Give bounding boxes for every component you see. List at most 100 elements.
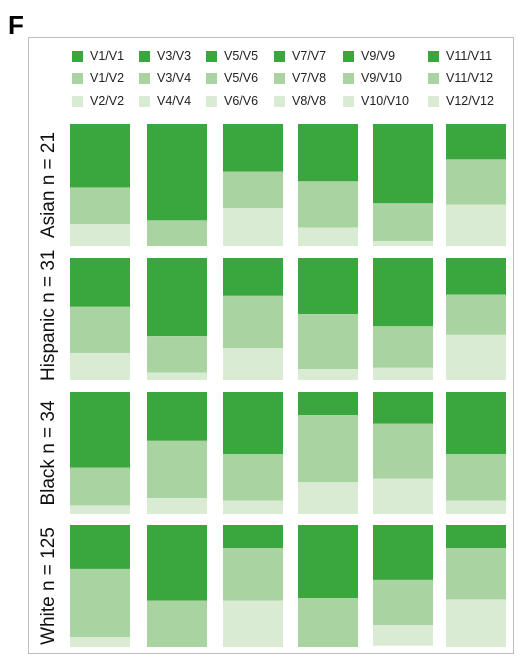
legend-item: V5/V6 [206, 70, 258, 86]
legend-item: V6/V6 [206, 93, 258, 109]
bar-segment-heterozygous [223, 295, 283, 349]
bar-segment-heterozygous [373, 203, 433, 242]
bar-segment-other [373, 478, 433, 514]
bar-segment-homozygous [298, 258, 358, 315]
legend-item: V1/V2 [72, 70, 124, 86]
bar-segment-heterozygous [298, 598, 358, 647]
legend-item: V7/V7 [274, 48, 326, 64]
bar-segment-other [298, 482, 358, 514]
bar-segment-homozygous [70, 392, 130, 468]
legend-swatch [139, 50, 150, 62]
legend-item: V5/V5 [206, 48, 258, 64]
legend-label: V7/V8 [292, 71, 327, 85]
legend-item: V11/V11 [428, 48, 492, 64]
legend-swatch [206, 50, 217, 62]
bar-segment-heterozygous [373, 423, 433, 479]
legend-item: V8/V8 [274, 93, 326, 109]
stacked-bar-chart [70, 124, 506, 647]
legend-item: V9/V10 [343, 70, 402, 86]
bar-segment-other [446, 334, 506, 380]
legend-item: V9/V9 [343, 48, 395, 64]
bar-segment-homozygous [298, 124, 358, 182]
bar-segment-heterozygous [223, 454, 283, 501]
bar-segment-homozygous [223, 392, 283, 455]
bar-segment-heterozygous [70, 306, 130, 354]
legend-swatch [206, 72, 217, 84]
legend-swatch [72, 95, 83, 107]
legend-label: V1/V1 [90, 49, 125, 63]
bar-segment-heterozygous [446, 548, 506, 600]
bar-segment-homozygous [147, 525, 207, 601]
legend-label: V7/V7 [292, 49, 327, 63]
legend-item: V1/V1 [72, 48, 124, 64]
legend-label: V10/V10 [361, 94, 409, 108]
bar-segment-heterozygous [70, 187, 130, 225]
bar-segment-heterozygous [373, 579, 433, 626]
bar-segment-other [223, 348, 283, 380]
bar-segment-other [373, 625, 433, 646]
bar-segment-heterozygous [223, 548, 283, 601]
bar-segment-other [298, 369, 358, 380]
legend-item: V3/V4 [139, 70, 191, 86]
legend-item: V3/V3 [139, 48, 191, 64]
bar-segment-other [446, 599, 506, 647]
bar-segment-heterozygous [298, 314, 358, 370]
bar-segment-heterozygous [298, 415, 358, 483]
bar-segment-other [223, 208, 283, 246]
legend-label: V11/V12 [446, 71, 494, 85]
bar-segment-other [223, 600, 283, 647]
bar-segment-other [147, 498, 207, 514]
legend-swatch [72, 72, 83, 84]
legend-item: V11/V12 [428, 70, 493, 86]
bar-segment-other [70, 224, 130, 246]
bar-segment-homozygous [298, 392, 358, 416]
bar-segment-heterozygous [298, 181, 358, 228]
bar-segment-homozygous [298, 525, 358, 599]
legend-item: V10/V10 [343, 93, 409, 109]
legend-swatch [343, 50, 354, 62]
bar-segment-heterozygous [223, 171, 283, 209]
legend-swatch [274, 95, 285, 107]
bar-segment-homozygous [446, 124, 506, 160]
legend-swatch [428, 95, 439, 107]
bar-segment-other [446, 204, 506, 246]
legend-label: V9/V10 [361, 71, 403, 85]
bar-segment-other [223, 500, 283, 514]
legend-swatch [428, 72, 439, 84]
bar-segment-heterozygous [70, 467, 130, 506]
legend-swatch [428, 50, 439, 62]
chart-frame: V1/V1 V3/V3 V5/V5 V7/V7 V9/V9 V11/V11 V1/V2 V3/… [28, 37, 514, 654]
legend-swatch [139, 72, 150, 84]
legend-item: V4/V4 [139, 93, 191, 109]
bar-segment-heterozygous [147, 220, 207, 246]
panel-letter: F [8, 10, 24, 40]
bar-segment-other [70, 637, 130, 647]
legend-swatch [274, 50, 285, 62]
bar-segment-homozygous [446, 525, 506, 549]
bar-segment-other [373, 367, 433, 380]
legend-label: V9/V9 [361, 49, 396, 63]
legend-item: V7/V8 [274, 70, 326, 86]
chart-legend: V1/V1 V3/V3 V5/V5 V7/V7 V9/V9 V11/V11 V1/V2 V3/… [29, 38, 513, 118]
bar-segment-homozygous [373, 258, 433, 327]
bar-segment-other [298, 227, 358, 246]
bar-segment-other [147, 372, 207, 380]
legend-swatch [343, 95, 354, 107]
bar-segment-other [373, 241, 433, 246]
legend-swatch [274, 72, 285, 84]
bar-segment-heterozygous [147, 336, 207, 373]
bar-segment-homozygous [373, 392, 433, 424]
bar-segment-heterozygous [446, 159, 506, 205]
legend-label: V1/V2 [90, 71, 125, 85]
bar-segment-homozygous [147, 258, 207, 337]
bar-segment-heterozygous [147, 600, 207, 647]
bar-segment-heterozygous [147, 440, 207, 499]
bar-segment-homozygous [446, 258, 506, 295]
legend-swatch [206, 95, 217, 107]
legend-item: V2/V2 [72, 93, 124, 109]
bar-segment-homozygous [446, 392, 506, 455]
bar-segment-homozygous [147, 392, 207, 441]
legend-label: V11/V11 [446, 49, 493, 63]
legend-label: V2/V2 [90, 94, 125, 108]
bar-segment-other [70, 505, 130, 514]
